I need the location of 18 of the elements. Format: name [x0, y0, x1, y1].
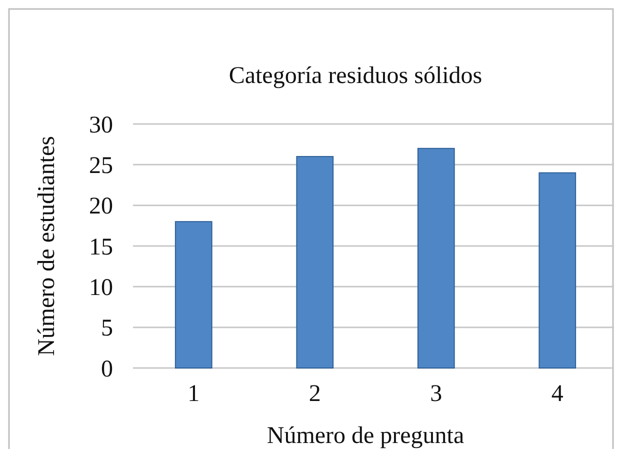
bar: [296, 156, 334, 368]
y-tick-label: 0: [101, 356, 113, 382]
chart-title: Categoría residuos sólidos: [228, 63, 482, 89]
y-tick-label: 25: [89, 153, 113, 180]
x-tick-label: 2: [308, 381, 321, 407]
y-tick-label: 30: [89, 112, 113, 138]
bar: [538, 172, 576, 368]
x-tick-label: 4: [551, 381, 564, 407]
x-tick-label: 1: [188, 381, 200, 407]
y-axis-title: Número de estudiantes: [34, 136, 60, 356]
y-tick-label: 10: [89, 275, 113, 302]
y-tick-label: 15: [89, 234, 113, 260]
x-axis-title: Número de pregunta: [266, 423, 464, 449]
y-tick-label: 5: [101, 316, 113, 342]
x-tick-label: 3: [430, 381, 442, 407]
bar: [174, 221, 212, 368]
bar: [417, 148, 455, 368]
y-tick-label: 20: [89, 194, 113, 220]
